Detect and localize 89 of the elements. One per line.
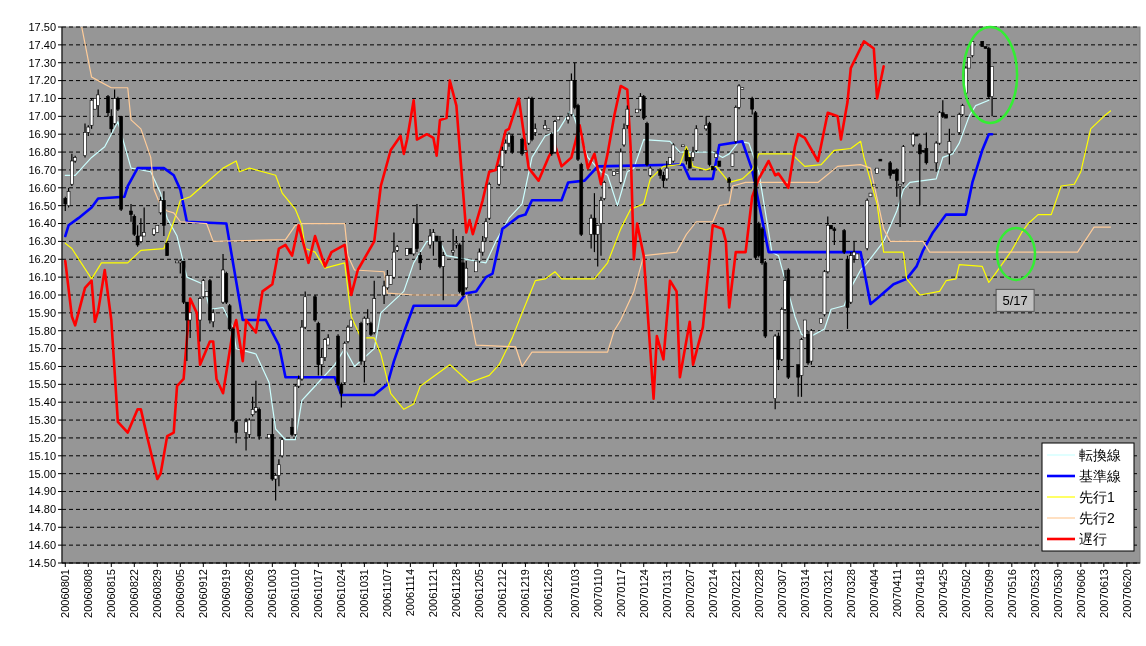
y-tick-label: 15.80 [28, 324, 56, 337]
y-tick-label: 15.70 [28, 342, 56, 355]
x-tick-label: 20070509 [982, 569, 995, 618]
y-tick-label: 17.40 [28, 38, 56, 51]
legend-label: 遅行 [1079, 530, 1107, 547]
legend-label: 先行2 [1079, 509, 1115, 526]
x-tick-label: 20061212 [496, 569, 509, 618]
x-tick-label: 20070314 [798, 569, 811, 618]
y-tick-label: 17.00 [28, 110, 56, 123]
y-tick-label: 15.00 [28, 467, 56, 480]
x-tick-label: 20070411 [890, 569, 903, 618]
y-tick-label: 16.30 [28, 235, 56, 248]
x-tick-label: 20060829 [151, 569, 164, 618]
y-tick-label: 16.80 [28, 145, 56, 158]
y-tick-label: 17.50 [28, 20, 56, 33]
line-series [81, 27, 1112, 368]
x-tick-label: 20060905 [174, 569, 187, 618]
y-tick-label: 16.90 [28, 128, 56, 141]
x-tick-label: 20060815 [105, 569, 118, 618]
y-tick-label: 15.10 [28, 449, 56, 462]
y-tick-label: 15.90 [28, 306, 56, 319]
x-tick-label: 20061219 [519, 569, 532, 618]
line-series [63, 132, 994, 397]
x-tick-label: 20061017 [312, 569, 325, 618]
legend-label: 転換線 [1079, 446, 1121, 463]
x-tick-label: 20070502 [959, 569, 972, 618]
annotation: 5/17 [1002, 292, 1028, 308]
x-tick-label: 20070523 [1028, 569, 1041, 618]
y-tick-label: 16.40 [28, 217, 56, 230]
x-tick-label: 20060801 [59, 569, 72, 618]
y-tick-label: 14.90 [28, 485, 56, 498]
y-tick-label: 14.80 [28, 503, 56, 516]
x-tick-label: 20061031 [358, 569, 371, 618]
y-tick-label: 14.50 [28, 556, 56, 569]
x-tick-label: 20061003 [266, 569, 279, 618]
y-tick-label: 15.50 [28, 378, 56, 391]
x-tick-label: 20070110 [591, 569, 604, 618]
x-tick-label: 20070207 [683, 569, 696, 618]
x-tick-label: 20070404 [867, 569, 880, 618]
x-tick-label: 20070620 [1120, 569, 1133, 618]
y-tick-label: 15.30 [28, 413, 56, 426]
x-tick-label: 20061205 [473, 569, 486, 618]
x-tick-label: 20070606 [1074, 569, 1087, 618]
y-tick-label: 16.10 [28, 270, 56, 283]
x-tick-label: 20070228 [752, 569, 765, 618]
x-tick-label: 20060926 [243, 569, 256, 618]
x-tick-label: 20060808 [82, 569, 95, 618]
x-tick-label: 20070214 [706, 569, 719, 618]
x-tick-label: 20070307 [775, 569, 788, 618]
x-tick-label: 20070221 [729, 569, 742, 618]
y-tick-label: 15.20 [28, 431, 56, 444]
x-tick-label: 20070328 [844, 569, 857, 618]
line-series [64, 99, 990, 441]
y-tick-label: 17.30 [28, 56, 56, 69]
y-tick-label: 16.20 [28, 253, 56, 266]
x-tick-label: 20070530 [1051, 569, 1064, 618]
x-tick-label: 20060912 [197, 569, 210, 618]
y-tick-label: 16.50 [28, 199, 56, 212]
y-tick-label: 15.60 [28, 360, 56, 373]
x-tick-label: 20061226 [542, 569, 555, 618]
x-tick-label: 20070516 [1005, 569, 1018, 618]
legend-label: 基準線 [1079, 467, 1121, 484]
y-tick-label: 14.60 [28, 538, 56, 551]
y-tick-label: 16.60 [28, 181, 56, 194]
x-tick-label: 20070124 [637, 569, 650, 618]
x-tick-label: 20070418 [913, 569, 926, 618]
line-series [63, 39, 885, 481]
x-tick-label: 20070117 [614, 569, 627, 618]
x-tick-label: 20070425 [936, 569, 949, 618]
x-tick-label: 20060919 [220, 569, 233, 618]
x-tick-label: 20061121 [427, 569, 440, 618]
y-tick-label: 16.70 [28, 163, 56, 176]
x-tick-label: 20061010 [289, 569, 302, 618]
x-tick-label: 20061107 [381, 569, 394, 618]
y-tick-label: 16.00 [28, 288, 56, 301]
y-tick-label: 15.40 [28, 396, 56, 409]
x-tick-label: 20070613 [1097, 569, 1110, 618]
y-tick-label: 17.10 [28, 92, 56, 105]
x-tick-label: 20070103 [568, 569, 581, 618]
x-tick-label: 20061114 [404, 569, 417, 617]
y-tick-label: 17.20 [28, 74, 56, 87]
x-tick-label: 20070321 [821, 569, 834, 618]
x-tick-label: 20060822 [128, 569, 141, 618]
y-tick-label: 14.70 [28, 521, 56, 534]
x-tick-label: 20061128 [450, 569, 463, 618]
legend-label: 先行1 [1079, 488, 1115, 505]
x-tick-label: 20070131 [660, 569, 673, 618]
x-tick-label: 20061024 [335, 569, 348, 618]
line-series [64, 110, 1112, 410]
